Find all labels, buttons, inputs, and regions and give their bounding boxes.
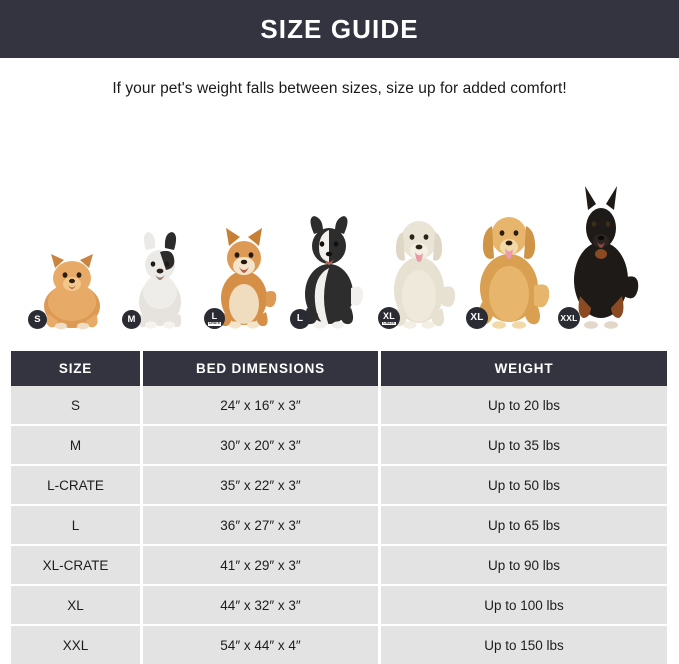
cell-dimensions: 30″ x 20″ x 3″ bbox=[143, 426, 381, 464]
doberman-dog-icon: XXL bbox=[558, 184, 644, 330]
cell-dimensions: 35″ x 22″ x 3″ bbox=[143, 466, 381, 504]
size-badge-s-label: S bbox=[34, 313, 41, 325]
page-title: SIZE GUIDE bbox=[260, 14, 419, 44]
size-badge-s: S bbox=[28, 310, 47, 329]
size-badge-l: L bbox=[290, 309, 310, 329]
cell-dimensions: 36″ x 27″ x 3″ bbox=[143, 506, 381, 544]
cell-size: M bbox=[11, 426, 143, 464]
cell-size: XL bbox=[11, 586, 143, 624]
dog-cell-xl: XL bbox=[466, 198, 552, 330]
dog-cell-m: M bbox=[122, 230, 198, 330]
size-badge-l-crate-sublabel: CRATE bbox=[207, 321, 222, 326]
cell-size: XXL bbox=[11, 626, 143, 664]
size-guide-table: SIZE BED DIMENSIONS WEIGHT S 24″ x 16″ x… bbox=[11, 351, 667, 664]
cell-dimensions: 44″ x 32″ x 3″ bbox=[143, 586, 381, 624]
size-badge-l-crate-label: L bbox=[211, 311, 218, 322]
table-body: S 24″ x 16″ x 3″ Up to 20 lbs M 30″ x 20… bbox=[11, 386, 667, 664]
table-header-row: SIZE BED DIMENSIONS WEIGHT bbox=[11, 351, 667, 386]
dog-cell-s: S bbox=[28, 244, 116, 330]
table-row: L 36″ x 27″ x 3″ Up to 65 lbs bbox=[11, 506, 667, 546]
size-badge-xxl: XXL bbox=[558, 307, 580, 329]
header-band: SIZE GUIDE bbox=[0, 0, 679, 58]
pomeranian-dog-icon: S bbox=[28, 244, 116, 330]
cell-weight: Up to 150 lbs bbox=[381, 626, 667, 664]
size-badge-xl-crate-sublabel: CRATE bbox=[382, 320, 396, 326]
cell-dimensions: 24″ x 16″ x 3″ bbox=[143, 386, 381, 424]
size-badge-l-label: L bbox=[296, 313, 304, 324]
size-badge-m-label: M bbox=[127, 313, 136, 325]
size-badge-xxl-label: XXL bbox=[560, 312, 578, 323]
cell-size: L bbox=[11, 506, 143, 544]
column-header-weight: WEIGHT bbox=[381, 351, 667, 386]
column-header-dimensions: BED DIMENSIONS bbox=[143, 351, 381, 386]
border-collie-dog-icon: L bbox=[290, 210, 368, 330]
cell-dimensions: 41″ x 29″ x 3″ bbox=[143, 546, 381, 584]
size-badge-xl-label: XL bbox=[470, 312, 484, 323]
dog-cell-xl-crate: XL CRATE bbox=[378, 202, 460, 330]
dog-cell-l: L bbox=[290, 210, 368, 330]
table-row: XL-CRATE 41″ x 29″ x 3″ Up to 90 lbs bbox=[11, 546, 667, 586]
table-row: S 24″ x 16″ x 3″ Up to 20 lbs bbox=[11, 386, 667, 426]
dog-cell-xxl: XXL bbox=[558, 184, 644, 330]
dog-cell-l-crate: L CRATE bbox=[204, 218, 284, 330]
french-bulldog-dog-icon: M bbox=[122, 230, 198, 330]
cell-size: XL-CRATE bbox=[11, 546, 143, 584]
cell-weight: Up to 100 lbs bbox=[381, 586, 667, 624]
size-badge-xl-crate-label: XL bbox=[383, 310, 395, 321]
cell-weight: Up to 90 lbs bbox=[381, 546, 667, 584]
size-badge-m: M bbox=[122, 310, 141, 329]
subtitle-text: If your pet's weight falls between sizes… bbox=[112, 80, 567, 97]
table-row: XXL 54″ x 44″ x 4″ Up to 150 lbs bbox=[11, 626, 667, 664]
subtitle-container: If your pet's weight falls between sizes… bbox=[0, 58, 679, 120]
cell-weight: Up to 20 lbs bbox=[381, 386, 667, 424]
cell-size: S bbox=[11, 386, 143, 424]
table-row: L-CRATE 35″ x 22″ x 3″ Up to 50 lbs bbox=[11, 466, 667, 506]
cell-weight: Up to 50 lbs bbox=[381, 466, 667, 504]
dog-size-comparison-row: S bbox=[0, 120, 679, 330]
size-badge-l-crate: L CRATE bbox=[204, 308, 225, 329]
size-badge-xl: XL bbox=[466, 307, 488, 329]
table-row: XL 44″ x 32″ x 3″ Up to 100 lbs bbox=[11, 586, 667, 626]
table-row: M 30″ x 20″ x 3″ Up to 35 lbs bbox=[11, 426, 667, 466]
shiba-inu-dog-icon: L CRATE bbox=[204, 218, 284, 330]
column-header-size: SIZE bbox=[11, 351, 143, 386]
labrador-retriever-dog-icon: XL CRATE bbox=[378, 202, 460, 330]
cell-weight: Up to 35 lbs bbox=[381, 426, 667, 464]
cell-dimensions: 54″ x 44″ x 4″ bbox=[143, 626, 381, 664]
cell-weight: Up to 65 lbs bbox=[381, 506, 667, 544]
golden-retriever-dog-icon: XL bbox=[466, 198, 552, 330]
size-badge-xl-crate: XL CRATE bbox=[378, 307, 400, 329]
cell-size: L-CRATE bbox=[11, 466, 143, 504]
